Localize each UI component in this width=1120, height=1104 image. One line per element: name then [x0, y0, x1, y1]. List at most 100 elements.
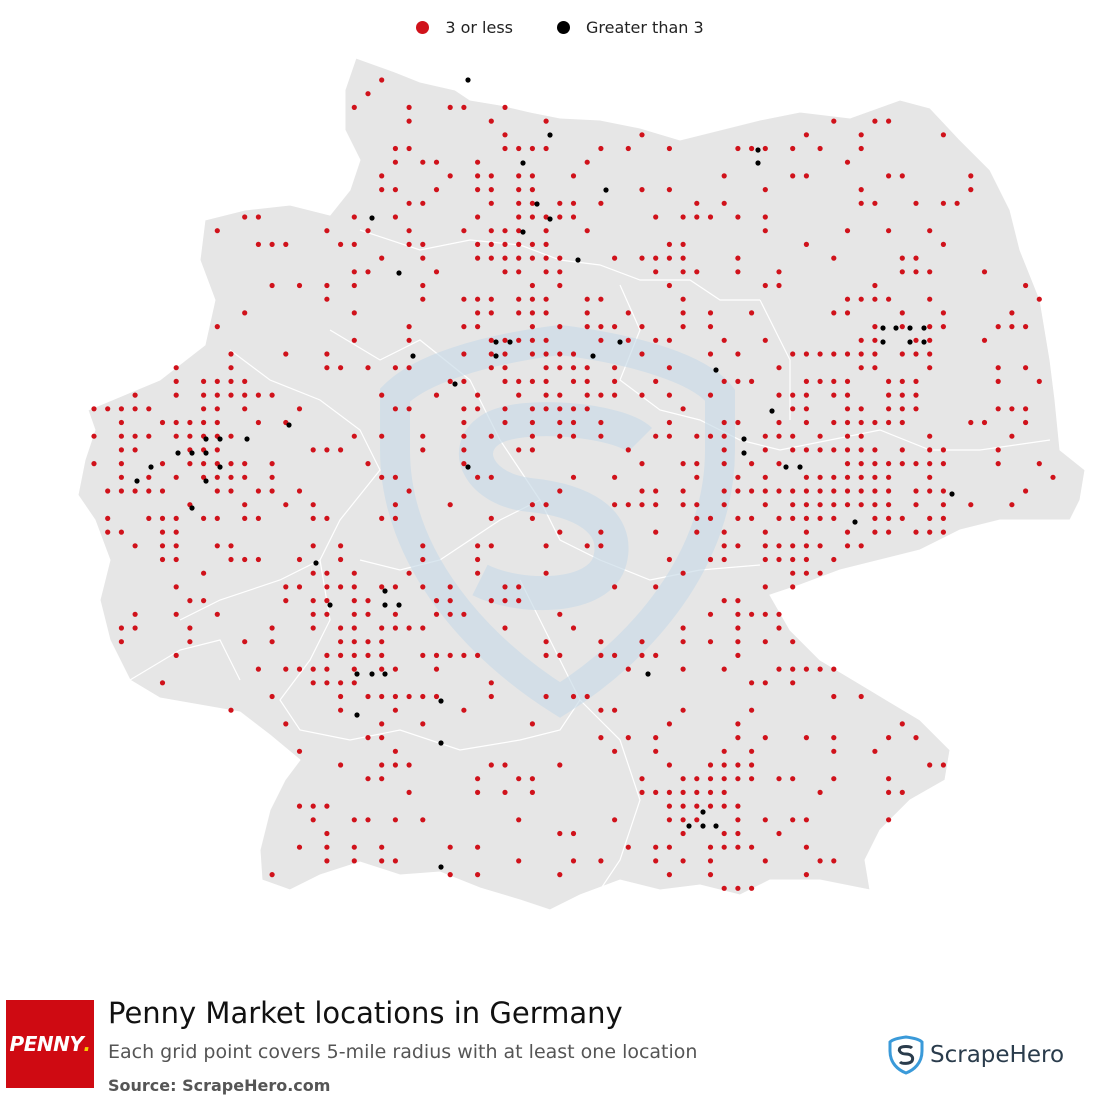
germany-map	[77, 57, 1086, 911]
location-dot	[680, 570, 686, 576]
location-dot	[612, 392, 618, 398]
location-dot	[118, 639, 124, 645]
location-dot	[118, 447, 124, 453]
location-dot	[762, 529, 768, 535]
location-dot	[940, 502, 947, 508]
location-dot	[584, 543, 590, 549]
location-dot	[173, 474, 179, 480]
location-dot	[968, 419, 974, 426]
location-dot	[735, 639, 741, 645]
location-dot-high	[741, 436, 747, 442]
location-dot	[803, 543, 810, 549]
location-dot	[379, 693, 385, 700]
location-dot	[214, 543, 220, 549]
location-dot	[639, 255, 645, 261]
location-dot	[570, 214, 577, 220]
location-dot	[762, 502, 768, 508]
location-dot	[872, 200, 878, 206]
location-dot	[872, 296, 878, 302]
location-dot	[639, 461, 645, 467]
location-dot	[735, 776, 741, 782]
location-dot	[201, 474, 207, 480]
location-dot	[570, 419, 577, 426]
location-dot	[324, 666, 330, 672]
location-dot	[502, 228, 508, 234]
location-dot	[406, 789, 412, 796]
location-dot	[529, 310, 536, 316]
location-dot	[324, 858, 330, 864]
location-dot	[159, 529, 166, 535]
location-dot	[502, 419, 508, 426]
location-dot	[475, 214, 481, 220]
location-dot	[420, 693, 426, 700]
location-dot	[392, 858, 398, 864]
location-dot	[365, 611, 371, 617]
location-dot	[735, 488, 741, 494]
location-dot	[310, 502, 316, 508]
location-dot	[201, 598, 207, 604]
legend: 3 or less Greater than 3	[0, 18, 1120, 37]
location-dot	[639, 324, 645, 330]
location-dot	[502, 255, 508, 261]
location-dot	[365, 228, 371, 234]
location-dot	[968, 173, 974, 179]
location-dot	[529, 255, 536, 261]
location-dot	[118, 474, 124, 480]
location-dot	[625, 735, 631, 741]
location-dot	[940, 515, 947, 522]
location-dot	[666, 241, 673, 247]
location-dot	[557, 255, 563, 261]
location-dot	[899, 378, 905, 384]
location-dot	[886, 406, 892, 412]
location-dot	[844, 488, 851, 494]
location-dot	[666, 817, 673, 823]
location-dot	[201, 419, 207, 426]
location-dot	[776, 433, 782, 439]
location-dot	[557, 872, 563, 878]
location-dot	[666, 187, 673, 193]
location-dot	[707, 433, 714, 439]
location-dot	[338, 543, 344, 549]
location-dot	[776, 515, 782, 522]
location-dot	[420, 584, 426, 590]
location-dot	[365, 461, 371, 467]
location-dot	[694, 214, 700, 220]
location-dot	[433, 652, 440, 659]
location-dot	[269, 474, 275, 480]
location-dot	[858, 502, 864, 508]
location-dot	[502, 132, 508, 138]
location-dot	[475, 324, 481, 330]
location-dot	[502, 598, 508, 604]
location-dot	[749, 707, 755, 713]
location-dot	[762, 543, 768, 549]
location-dot	[324, 584, 330, 590]
location-dot	[351, 104, 357, 110]
location-dot	[776, 392, 782, 398]
location-dot	[762, 433, 768, 439]
location-dot	[296, 488, 303, 494]
location-dot	[858, 543, 864, 549]
location-dot	[940, 132, 947, 138]
location-dot	[803, 502, 810, 508]
location-dot-high	[175, 450, 181, 456]
location-dot	[666, 145, 673, 152]
location-dot	[173, 378, 179, 384]
location-dot	[803, 419, 810, 426]
location-dot	[392, 365, 398, 371]
location-dot	[570, 693, 577, 700]
location-dot	[420, 255, 426, 261]
location-dot	[557, 762, 563, 768]
location-dot	[310, 543, 316, 549]
location-dot-high	[547, 216, 553, 222]
location-dot	[680, 488, 686, 494]
location-dot	[749, 776, 755, 782]
location-dot-high	[852, 519, 858, 525]
location-dot	[488, 187, 494, 193]
location-dot	[913, 735, 919, 741]
location-dot	[118, 625, 124, 631]
location-dot	[598, 707, 604, 713]
penny-logo: PENNY.	[6, 1000, 94, 1088]
location-dot	[803, 378, 810, 384]
location-dot	[735, 515, 741, 522]
location-dot	[392, 584, 398, 590]
